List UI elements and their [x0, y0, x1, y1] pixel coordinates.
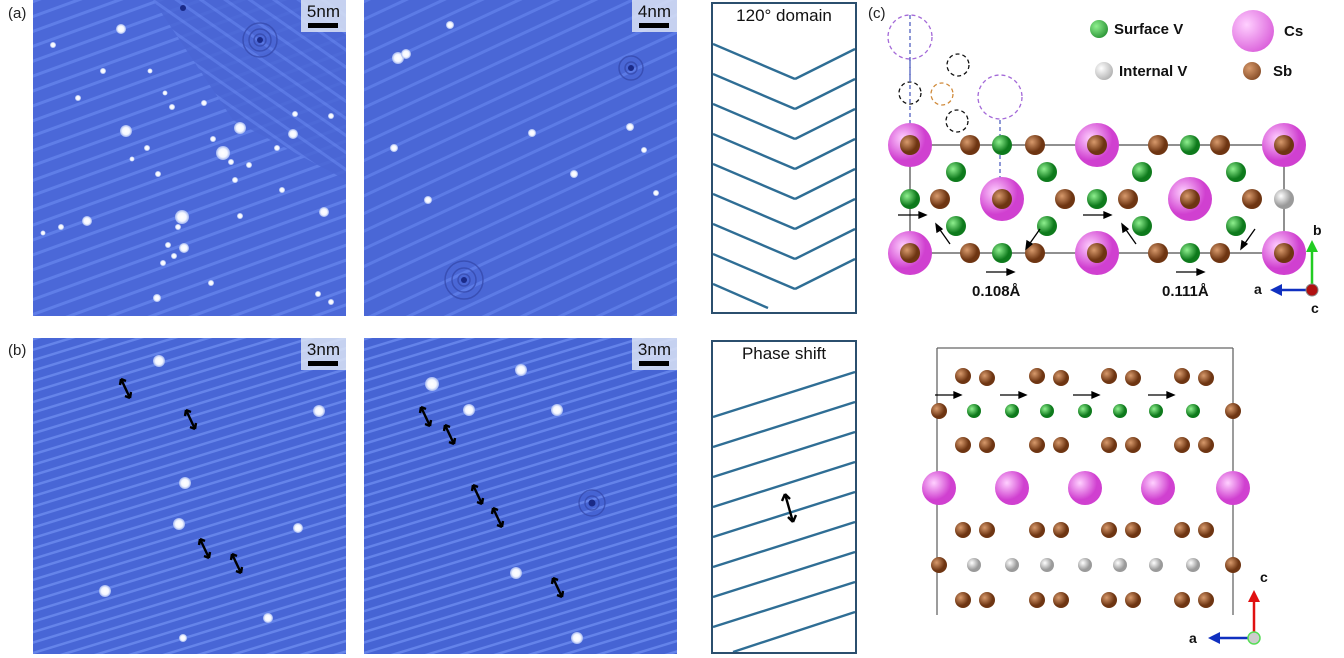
panel-label-c: (c)	[868, 5, 886, 22]
scale-label-a1: 5nm	[306, 2, 340, 21]
displacement-right: 0.111Å	[1162, 283, 1209, 300]
schematic-phase-shift: Phase shift	[711, 340, 857, 654]
legend-internal-v-swatch	[1095, 62, 1113, 80]
scale-bar-b1: 3nm	[300, 338, 346, 370]
legend-internal-v-label: Internal V	[1119, 62, 1188, 80]
axis-a-label-bottom: a	[1189, 630, 1197, 646]
panel-label-a: (a)	[8, 5, 27, 22]
stm-image-a2: 4nm	[364, 0, 677, 316]
scale-bar-b2: 3nm	[631, 338, 677, 370]
legend-sb: Sb	[1243, 62, 1292, 80]
crystal-structure-top-view	[887, 14, 1319, 297]
legend-surface-v-swatch	[1090, 20, 1108, 38]
axis-b-label: b	[1313, 222, 1322, 238]
schematic-120-domain: 120° domain	[711, 2, 857, 314]
legend-surface-v-label: Surface V	[1114, 20, 1184, 38]
stm-image-b1: 3nm	[33, 338, 346, 654]
panel-label-b: (b)	[8, 342, 27, 359]
axis-a-label-top: a	[1254, 281, 1262, 297]
legend-cs: Cs	[1232, 10, 1303, 52]
scale-bar-line-b2	[639, 361, 670, 366]
schematic-title-phase: Phase shift	[713, 344, 855, 364]
legend-internal-v: Internal V	[1095, 62, 1187, 80]
stm-image-a1: 5nm	[33, 0, 346, 316]
axis-c-label-bottom: c	[1260, 569, 1268, 585]
scale-bar-line-a2	[639, 23, 670, 28]
axis-c-label-top: c	[1311, 300, 1319, 316]
legend-surface-v: Surface V	[1090, 20, 1183, 38]
crystal-structure-side-view	[922, 347, 1261, 645]
scale-label-a2: 4nm	[637, 2, 671, 21]
scale-bar-line-a1	[308, 23, 339, 28]
scale-bar-a2: 4nm	[631, 0, 677, 32]
legend-sb-label: Sb	[1273, 62, 1293, 80]
schematic-title-domain: 120° domain	[713, 6, 855, 26]
legend-cs-swatch	[1232, 10, 1274, 52]
scale-label-b2: 3nm	[637, 340, 671, 359]
scale-label-b1: 3nm	[306, 340, 340, 359]
legend-cs-label: Cs	[1284, 22, 1304, 40]
legend-sb-swatch	[1243, 62, 1261, 80]
scale-bar-a1: 5nm	[300, 0, 346, 32]
scale-bar-line-b1	[308, 361, 339, 366]
displacement-left: 0.108Å	[972, 283, 1021, 300]
stm-image-b2: 3nm	[364, 338, 677, 654]
